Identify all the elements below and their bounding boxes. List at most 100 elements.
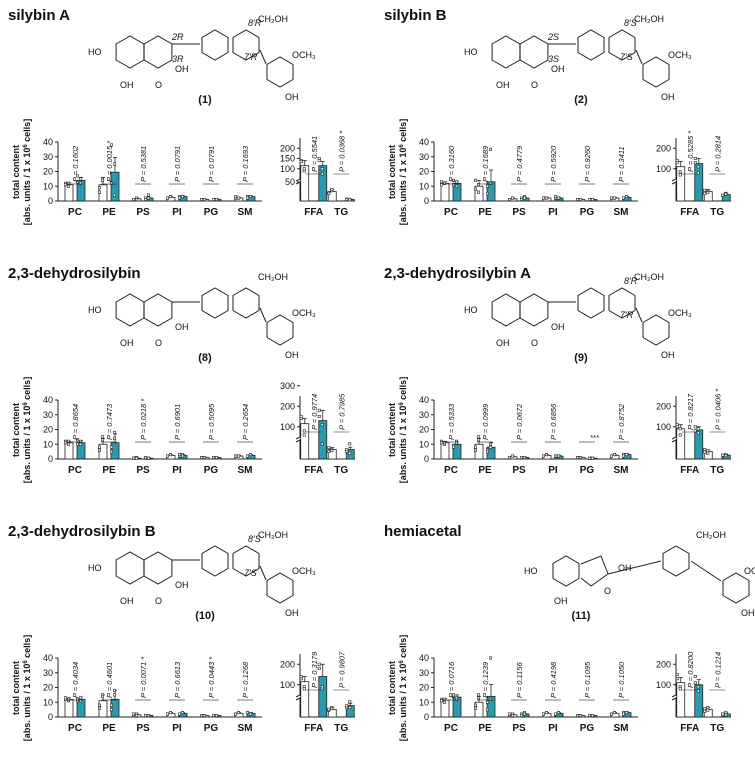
data-point (474, 448, 478, 452)
data-point (474, 706, 478, 710)
compound-number: (11) (572, 610, 591, 622)
data-point (113, 693, 117, 697)
y-axis-label-line2: [abs. units / 1 x 10 (22, 406, 32, 484)
x-tick-label: PE (102, 465, 116, 476)
p-value: *** (590, 433, 600, 442)
p-value: P = 0.1214 (713, 652, 722, 688)
y-tick-label: 0 (48, 454, 53, 464)
x-tick-label: PG (580, 723, 595, 734)
p-value: P = 0.9260 (583, 145, 592, 182)
y-tick-label: 30 (43, 152, 53, 162)
data-point (696, 689, 700, 693)
label-ho: HO (88, 47, 102, 57)
compound-number: (9) (574, 352, 588, 364)
data-point (579, 456, 583, 460)
y-axis-label: total content[abs. units / 1 x 106 cells… (387, 119, 408, 225)
data-point (302, 687, 306, 691)
stereo-label: 8′S (624, 18, 637, 28)
ring-b (201, 287, 229, 319)
data-point (542, 196, 546, 200)
category-PC (64, 696, 86, 718)
compound-number: (10) (195, 610, 215, 622)
category-PG (200, 714, 222, 718)
data-point (477, 183, 481, 187)
y-tick-label: 0 (48, 712, 53, 722)
data-point (249, 453, 253, 457)
data-point (477, 435, 481, 439)
data-point (234, 712, 238, 716)
data-point (215, 714, 219, 718)
p-value: P = 0.9774 (310, 394, 319, 430)
data-point (489, 697, 493, 701)
data-point (246, 711, 250, 715)
label-ho: HO (88, 305, 102, 315)
category-PG (576, 456, 598, 460)
bar (318, 420, 328, 460)
data-point (724, 454, 728, 458)
y-axis-label-line1: total content (11, 661, 21, 715)
y-axis-label-line1: total content (387, 145, 397, 199)
y-tick-label: 200 (280, 401, 295, 411)
y-tick-label: 20 (419, 167, 429, 177)
chemical-structure: HO OH O OH CH₂OH OCH₃ OH 2R 3R 8′R 7′R (88, 14, 316, 102)
p-value: P = 0.4034 (71, 662, 80, 698)
data-point (166, 712, 170, 716)
data-point (317, 159, 321, 163)
chemical-structure: HO OH O OH CH₂OH OCH₃ OH (88, 272, 316, 360)
label-ch2oh: CH₂OH (696, 530, 726, 540)
data-point (443, 697, 447, 701)
category-PS (132, 456, 154, 460)
p-value: P = 0.2654 (241, 404, 250, 440)
label-och3: OCH₃ (744, 566, 755, 576)
data-point (110, 181, 114, 185)
ring-a (552, 555, 580, 587)
x-tick-label: PC (444, 465, 458, 476)
data-point (625, 711, 629, 715)
data-point (622, 196, 626, 200)
data-point (110, 143, 114, 147)
p-value: P = 0.0791 (173, 146, 182, 182)
data-point (545, 453, 549, 457)
data-point (302, 433, 306, 437)
data-point (302, 429, 306, 433)
y-axis-label-sup: 6 (23, 660, 29, 664)
data-point (203, 456, 207, 460)
category-PS (508, 454, 530, 460)
bond (635, 49, 643, 65)
stereo-label: 8′S (248, 534, 261, 544)
data-point (542, 454, 546, 458)
y-axis-label-sup: 6 (399, 144, 405, 148)
data-point (132, 198, 136, 202)
data-point (110, 708, 114, 712)
y-tick-label: 100 (280, 680, 295, 690)
ring-c (143, 551, 173, 585)
label-ch2oh: CH₂OH (258, 530, 288, 540)
y-tick-label: 0 (48, 196, 53, 206)
category-PI (542, 195, 564, 202)
label-oh2: OH (175, 64, 189, 74)
y-tick-label: 30 (43, 410, 53, 420)
ring-b (577, 287, 605, 319)
ring-e (642, 314, 670, 346)
data-point (489, 445, 493, 449)
data-point (678, 433, 682, 437)
data-point (110, 445, 114, 449)
x-tick-label: FFA (304, 723, 323, 734)
x-tick-label: PE (478, 723, 492, 734)
y-tick-label: 300 (280, 381, 295, 391)
data-point (721, 712, 725, 716)
right-chart: 100 200 300 FFA P = 0.9774 TG P = 0.7985 (280, 381, 355, 476)
x-tick-label: PS (512, 723, 526, 734)
data-point (169, 453, 173, 457)
label-ho: HO (524, 566, 538, 576)
data-point (345, 704, 349, 708)
label-ch2oh: CH₂OH (634, 14, 664, 24)
p-value: P = 0.5333 (447, 403, 456, 440)
bond (259, 565, 267, 581)
bar (300, 423, 310, 460)
data-point (486, 450, 490, 454)
p-value: P = 0.3160 (447, 145, 456, 182)
label-oh3: OH (661, 92, 675, 102)
data-point (76, 442, 80, 446)
